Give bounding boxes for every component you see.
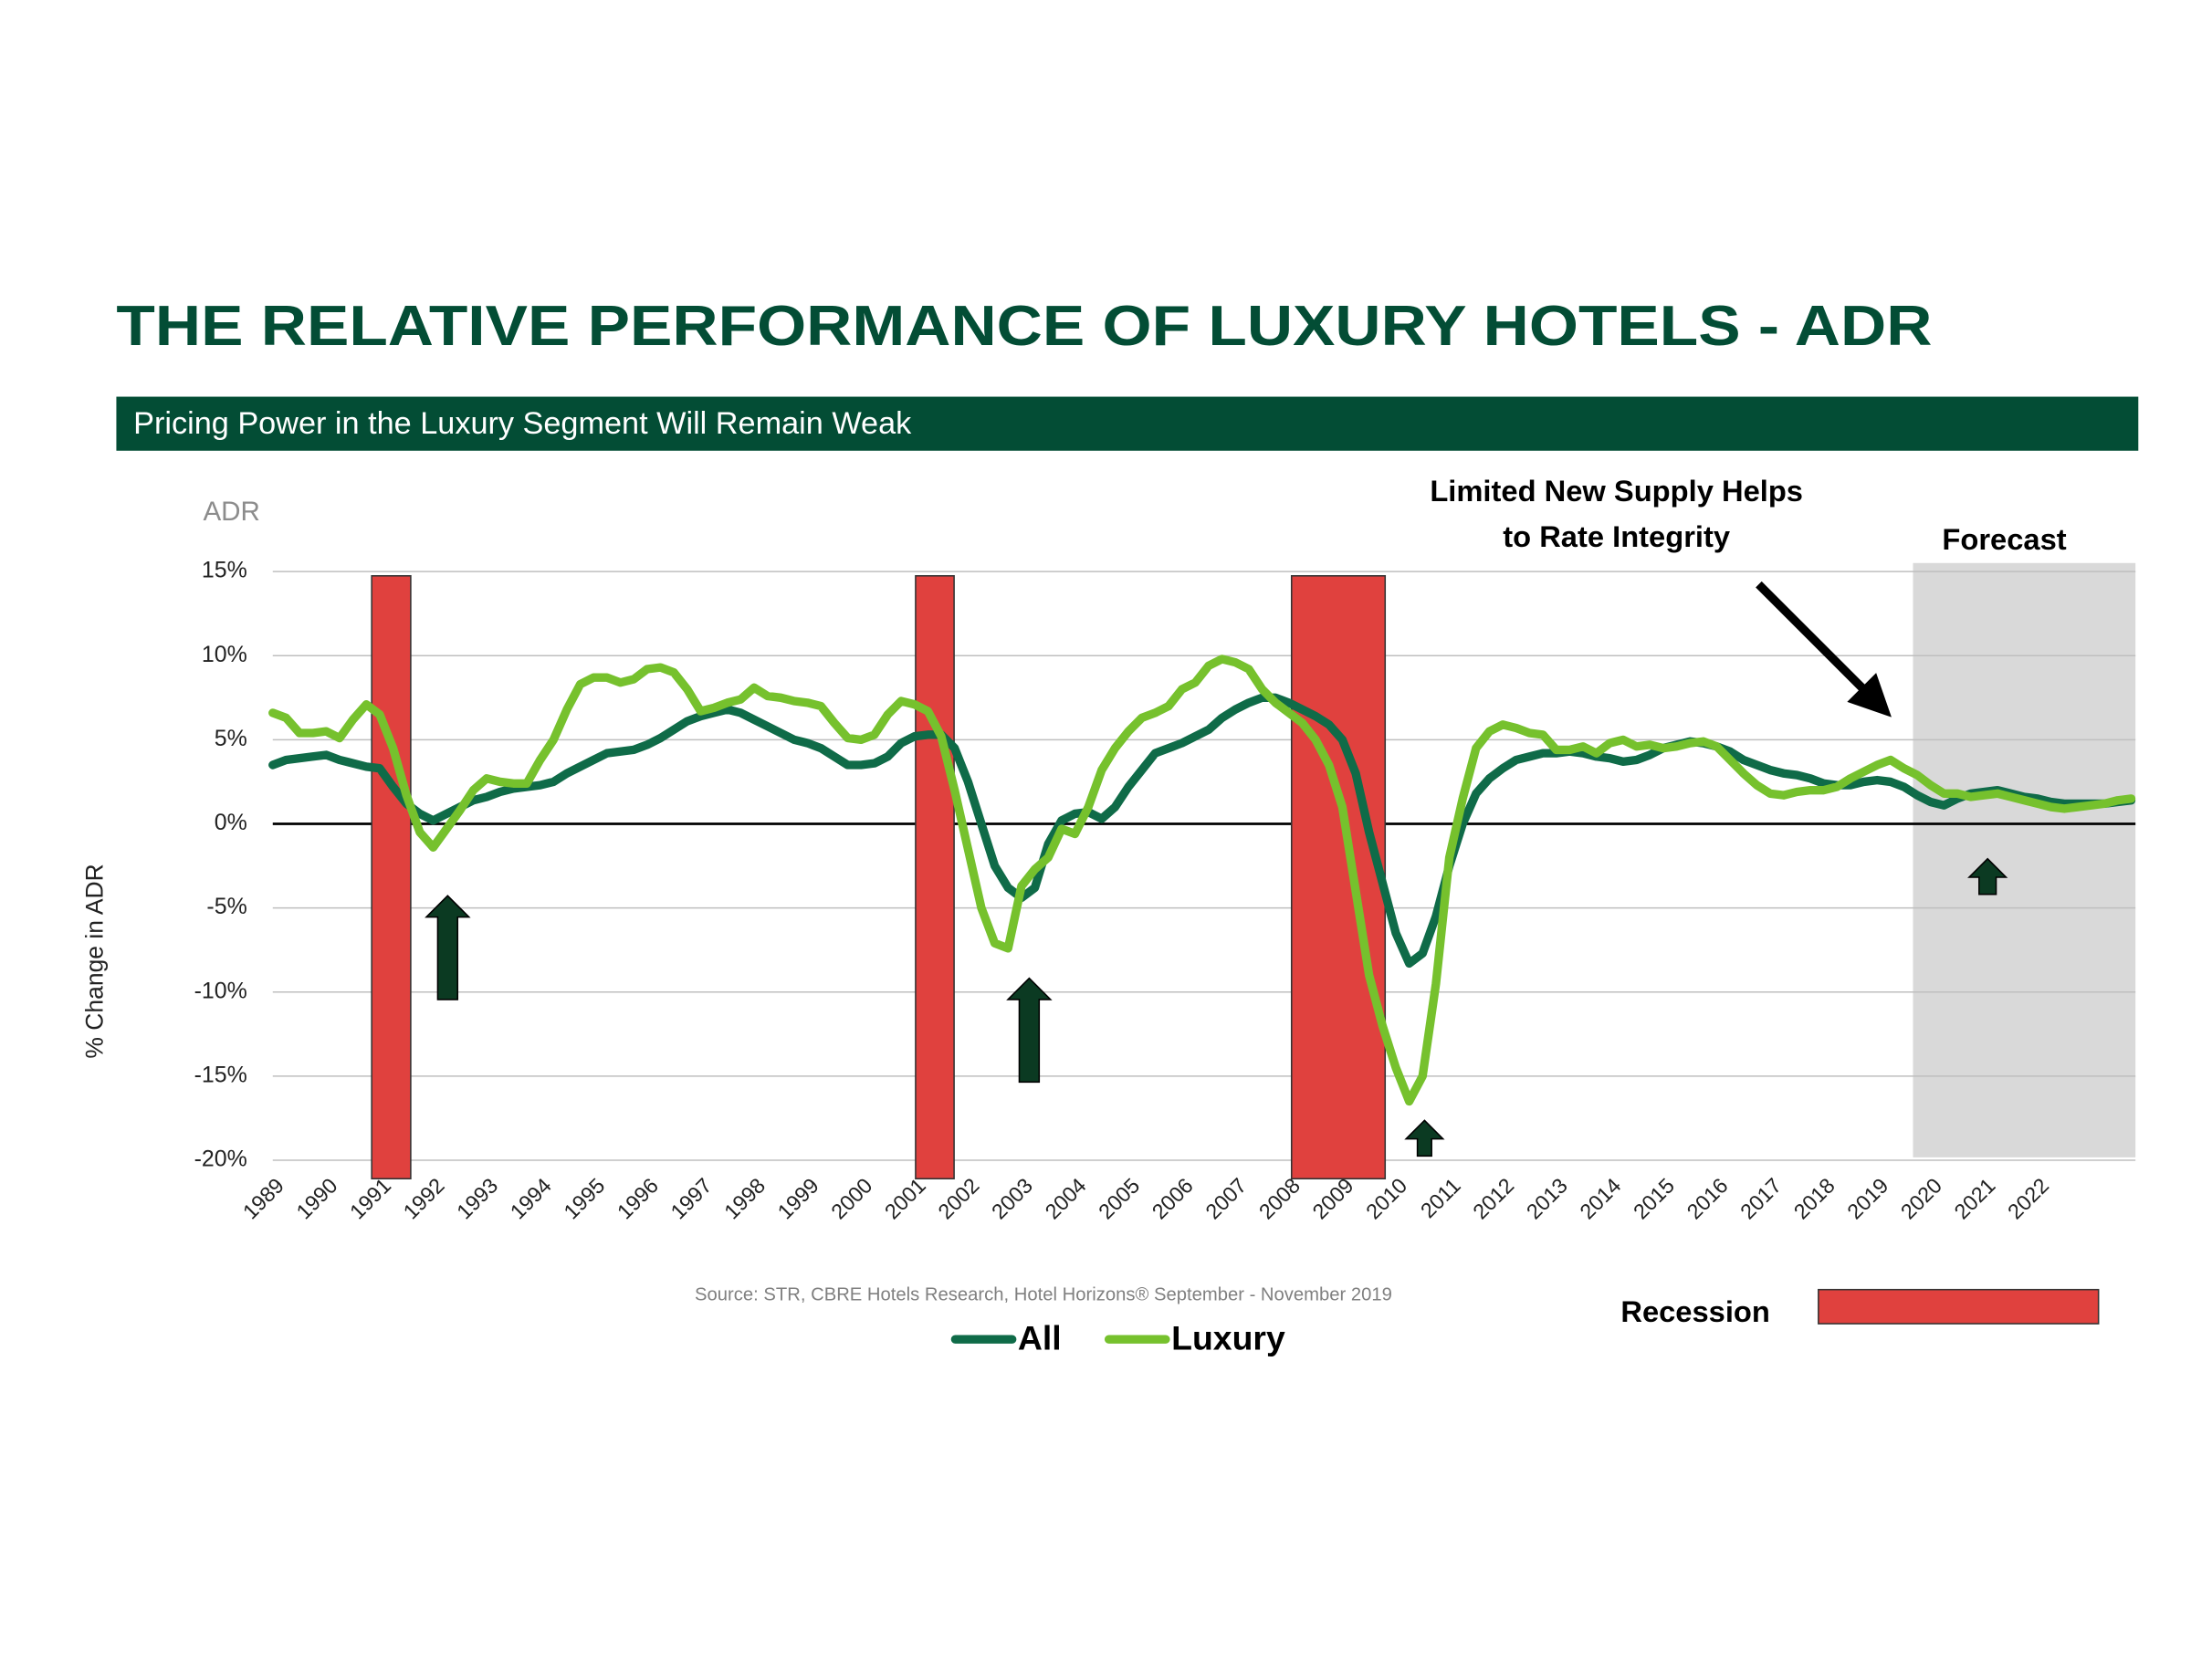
y-tick-label: -15% (194, 1062, 247, 1087)
up-arrow (425, 895, 471, 1000)
annotation: to Rate Integrity (1503, 519, 1730, 553)
subtitle-banner (116, 396, 2139, 451)
forecast-region (1913, 562, 2136, 1157)
legend-label: All (1018, 1319, 1062, 1357)
legend: All Luxury Recession (950, 1288, 2100, 1357)
source-note: Source: STR, CBRE Hotels Research, Hotel… (695, 1284, 1392, 1304)
legend-swatch (1818, 1288, 2100, 1325)
up-arrow (1006, 977, 1053, 1084)
up-arrow (1967, 857, 2008, 896)
forecast-label: Forecast (1942, 522, 2066, 556)
y-tick-label: 10% (202, 642, 247, 667)
y-tick-label: 0% (215, 810, 247, 835)
series-line (268, 655, 2136, 1106)
up-arrow (1404, 1119, 1445, 1157)
chart-title: THE RELATIVE PERFORMANCE OF LUXURY HOTEL… (116, 295, 1932, 358)
y-axis-title: % Change in ADR (81, 864, 109, 1058)
recession-bar (371, 575, 412, 1179)
recession-bar (915, 575, 955, 1179)
y-unit-label: ADR (203, 497, 259, 527)
y-tick-label: -5% (206, 894, 246, 919)
y-tick-label: 5% (215, 726, 247, 751)
recession-bar (1290, 575, 1387, 1179)
series-line (268, 693, 2136, 969)
arrows (425, 857, 2008, 1157)
y-tick-label: 15% (202, 558, 247, 583)
chart-subtitle: Pricing Power in the Luxury Segment Will… (133, 406, 912, 441)
legend-label: Luxury (1171, 1319, 1285, 1357)
pointer-arrow (1756, 581, 1871, 697)
annotation: Limited New Supply Helps (1430, 474, 1803, 508)
y-tick-label: -20% (194, 1147, 247, 1172)
pointer-arrow-head (1847, 673, 1892, 718)
y-tick-label: -10% (194, 978, 247, 1003)
legend-label: Recession (1620, 1294, 1770, 1328)
